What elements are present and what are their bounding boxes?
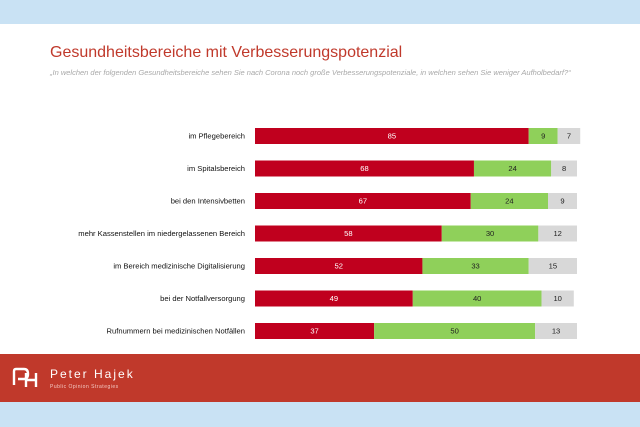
bar-segment bbox=[441, 225, 539, 242]
data-label: 10 bbox=[553, 294, 561, 303]
data-label: 85 bbox=[388, 132, 396, 141]
data-label: 67 bbox=[359, 197, 367, 206]
stacked-bar-chart: im Pflegebereich 85 9 7 im Spitalsbereich 68 2… bbox=[78, 128, 581, 358]
category-label: bei den Intensivbetten bbox=[171, 197, 245, 206]
bar-segment bbox=[255, 128, 529, 144]
brand-tagline: Public Opinion Strategies bbox=[50, 384, 119, 390]
bar-segment bbox=[422, 258, 529, 274]
bar-segment bbox=[412, 290, 542, 307]
category-label: im Pflegebereich bbox=[188, 132, 245, 141]
slide: Gesundheitsbereiche mit Verbesserungspot… bbox=[0, 24, 640, 358]
bar-segment bbox=[255, 225, 442, 242]
data-label: 68 bbox=[360, 164, 368, 173]
data-label: 37 bbox=[310, 327, 318, 336]
data-label: 24 bbox=[508, 164, 516, 173]
data-label: 33 bbox=[471, 262, 479, 271]
data-label: 12 bbox=[553, 229, 561, 238]
footer-bar: Peter Hajek Public Opinion Strategies bbox=[0, 354, 640, 402]
data-label: 58 bbox=[344, 229, 352, 238]
bar-segment bbox=[470, 193, 549, 209]
data-label: 15 bbox=[549, 262, 557, 271]
bar-segment bbox=[374, 323, 536, 339]
bar-segment bbox=[557, 128, 581, 144]
bar-segment bbox=[255, 193, 471, 209]
data-label: 50 bbox=[450, 327, 458, 336]
data-label: 30 bbox=[486, 229, 494, 238]
data-label: 7 bbox=[567, 132, 571, 141]
data-label: 13 bbox=[552, 327, 560, 336]
bar-segment bbox=[473, 160, 552, 177]
category-label: im Bereich medizinische Digitalisierung bbox=[113, 262, 245, 271]
brand-name: Peter Hajek bbox=[50, 367, 135, 381]
category-label: bei der Notfallversorgung bbox=[160, 294, 245, 303]
data-label: 40 bbox=[473, 294, 481, 303]
bar-segment bbox=[535, 323, 577, 339]
bar-segment bbox=[541, 290, 574, 307]
category-label: mehr Kassenstellen im niedergelassenen B… bbox=[78, 229, 245, 238]
logo-icon bbox=[12, 367, 38, 387]
data-label: 9 bbox=[560, 197, 564, 206]
data-label: 9 bbox=[541, 132, 545, 141]
chart-title: Gesundheitsbereiche mit Verbesserungspot… bbox=[50, 44, 403, 61]
bar-segment bbox=[548, 193, 577, 209]
bar-segment bbox=[255, 323, 375, 339]
bar-segment bbox=[255, 160, 474, 177]
bar-segment bbox=[538, 225, 577, 242]
bar-segment bbox=[528, 128, 558, 144]
bar-segment bbox=[255, 290, 413, 307]
bar-segment bbox=[528, 258, 577, 274]
data-label: 24 bbox=[505, 197, 513, 206]
data-label: 49 bbox=[330, 294, 338, 303]
bar-segment bbox=[255, 258, 423, 274]
category-label: im Spitalsbereich bbox=[187, 164, 245, 173]
category-label: Rufnummern bei medizinischen Notfällen bbox=[107, 327, 245, 336]
chart-subtitle: „In welchen der folgenden Gesundheitsber… bbox=[50, 68, 571, 77]
data-label: 52 bbox=[334, 262, 342, 271]
data-label: 8 bbox=[562, 164, 566, 173]
bar-segment bbox=[551, 160, 577, 177]
